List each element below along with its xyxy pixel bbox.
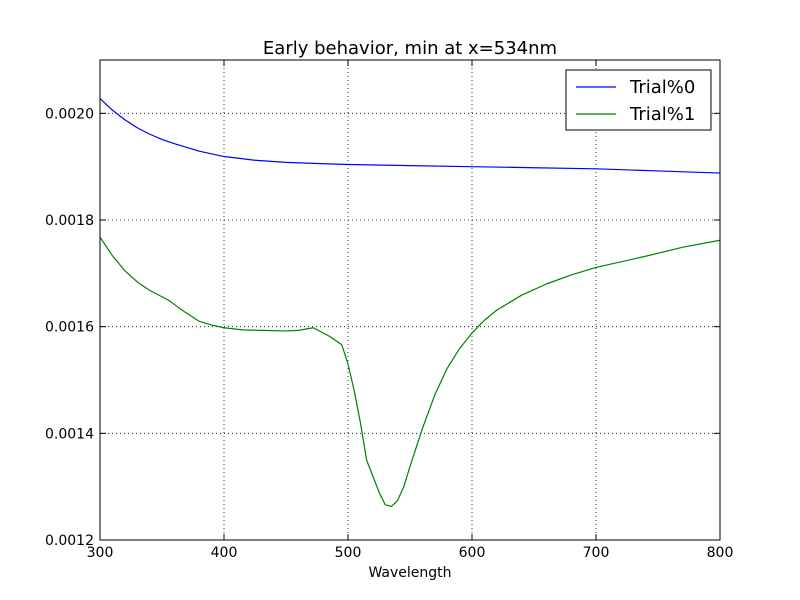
legend-label-trial1: Trial%1: [629, 104, 695, 125]
x-tick-label: 500: [335, 545, 362, 561]
x-axis-ticks: 300 400 500 600 700 800: [87, 60, 734, 561]
chart-title: Early behavior, min at x=534nm: [263, 38, 557, 59]
y-axis-ticks: 0.0012 0.0014 0.0016 0.0018 0.0020: [45, 106, 720, 549]
x-tick-label: 300: [87, 545, 114, 561]
x-tick-label: 400: [211, 545, 238, 561]
x-axis-label: Wavelength: [368, 565, 451, 581]
y-tick-label: 0.0018: [45, 213, 94, 229]
series-line-trial0: [99, 97, 721, 174]
x-tick-label: 700: [583, 545, 610, 561]
plot-frame: [99, 59, 721, 541]
legend: Trial%0 Trial%1: [565, 69, 712, 131]
series-lines: [99, 97, 721, 507]
x-tick-label: 600: [459, 545, 486, 561]
y-tick-label: 0.0020: [45, 106, 94, 122]
legend-box: [565, 69, 712, 131]
y-tick-label: 0.0012: [45, 533, 94, 549]
y-tick-label: 0.0016: [45, 320, 94, 336]
x-tick-label: 800: [707, 545, 734, 561]
legend-label-trial0: Trial%0: [629, 77, 695, 98]
y-tick-label: 0.0014: [45, 426, 94, 442]
series-line-trial1: [99, 236, 721, 507]
